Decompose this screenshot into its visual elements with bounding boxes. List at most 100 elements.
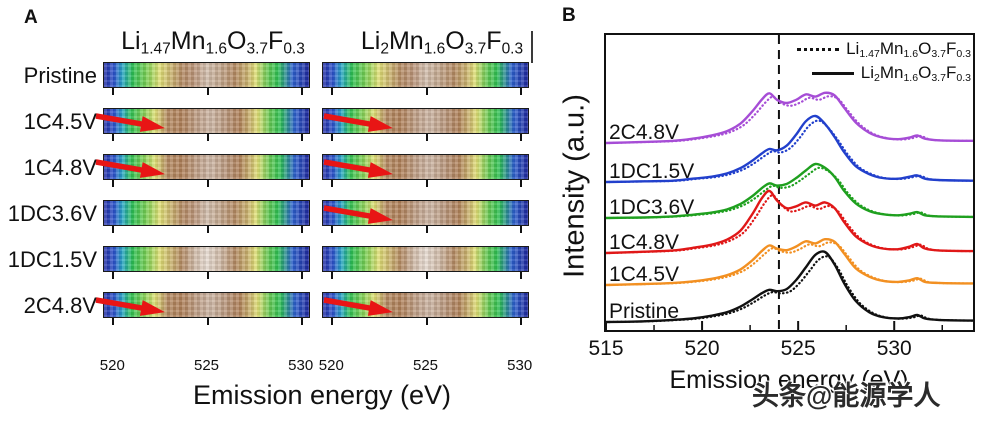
series-label-1dc1.5v: 1DC1.5V [609,160,695,183]
watermark: 头条@能源学人 [752,381,941,411]
strip-axis-tick [425,226,428,233]
legend-label-li147: Li1.47Mn1.6O3.7F0.3 [846,39,971,60]
formula-subscript: 1.6 [205,40,228,58]
heatmap-strip-left-pristine [103,62,310,95]
strip-axis-tick [300,134,303,141]
strip-axis-tick [206,134,209,141]
curve-solid-1dc1.5v [606,114,973,184]
curve-solid-1dc3.6v [606,162,973,220]
curve-solid-1c4.5v [606,237,973,287]
strip-axis-tick [331,180,334,187]
strip-axis-tick [425,88,428,95]
panel-b-y-axis-label: Intensity (a.u.) [558,94,591,278]
strip-axis-tick [206,272,209,279]
formula-subscript: 0.3 [501,40,524,58]
formula-element: O [227,27,247,55]
dotted-line-sample [797,47,840,51]
strip-axis-tick [300,226,303,233]
row-label-1c4.5v: 1C4.5V [23,109,97,134]
panel-a-label: A [24,7,38,28]
strip-axis-tick [112,272,115,279]
strip-axis-tick [425,134,428,141]
strip-axis-tick [519,318,522,325]
formula-element: Li [121,27,141,55]
strip-axis-tick [112,134,115,141]
strip-axis-tick [206,226,209,233]
heatmap-strip-left-1dc3.6v [103,200,310,233]
curve-solid-pristine [606,250,973,324]
heatmap-strip-right-1dc1.5v [322,246,529,279]
row-label-1dc3.6v: 1DC3.6V [7,201,97,226]
strip-axis-tick [331,226,334,233]
heatmap-strip-right-pristine [322,62,529,95]
heatmap-strip-left-1dc1.5v [103,246,310,279]
strip-axis-tick [425,318,428,325]
panel-b-label: B [562,5,576,26]
formula-subscript: 0.3 [283,40,305,58]
strip-axis-tick [331,88,334,95]
formula-element: F [268,27,284,55]
formula-subscript: 1.6 [423,40,446,58]
legend-entry-li2: Li2Mn1.6O3.7F0.3 [811,63,971,84]
panel-a-x-tick-label: 525 [412,357,439,374]
formula-subscript: 2 [873,71,880,84]
strip-axis-tick [331,318,334,325]
strip-axis-tick [206,318,209,325]
panel-b-x-tick-label: 525 [780,337,816,360]
formula-subscript: 0.3 [956,47,971,60]
red-arrow-icon [95,159,165,178]
strip-axis-tick [425,180,428,187]
column-title-li147: Li1.47Mn1.6O3.7F0.3 [121,27,305,58]
formula-subscript: 3.7 [246,40,269,58]
row-label-1c4.8v: 1C4.8V [23,155,97,180]
series-label-1dc3.6v: 1DC3.6V [609,196,695,219]
strip-axis-tick [206,88,209,95]
strip-axis-tick [519,180,522,187]
strip-axis-tick [519,88,522,95]
formula-element: Li [860,63,874,82]
strip-axis-tick [112,226,115,233]
solid-line-sample [811,71,854,75]
column-title-li2: Li2Mn1.6O3.7F0.3 [361,27,523,58]
formula-subscript: 1.6 [903,47,919,60]
formula-element: Mn [388,27,424,55]
formula-element: Mn [170,27,206,55]
series-label-1c4.8v: 1C4.8V [609,231,680,254]
panel-a-x-tick-label: 520 [99,357,125,374]
strip-axis-tick [331,272,334,279]
red-arrow-icon [95,113,165,132]
curve-solid-1c4.8v [606,189,973,255]
strip-axis-tick [519,134,522,141]
legend-entry-li147: Li1.47Mn1.6O3.7F0.3 [797,39,971,60]
formula-subscript: 1.6 [903,71,919,84]
text-cursor [531,31,533,63]
red-arrow-icon [323,159,393,178]
strip-axis-tick [112,180,115,187]
red-arrow-icon [323,205,393,224]
formula-element: O [918,63,932,82]
row-label-1dc1.5v: 1DC1.5V [7,247,97,272]
formula-subscript: 3.7 [931,71,946,84]
formula-subscript: 3.7 [464,40,487,58]
spectra-chart [606,35,973,330]
formula-element: O [445,27,465,55]
formula-element: Mn [879,39,904,58]
strip-axis-tick [425,272,428,279]
curve-solid-2c4.8v [606,91,973,145]
panel-a-x-axis-label: Emission energy (eV) [192,380,452,410]
formula-element: F [945,63,957,82]
formula-element: F [945,39,957,58]
strip-axis-tick [300,180,303,187]
formula-subscript: 1.47 [140,40,171,58]
formula-subscript: 3.7 [931,47,946,60]
series-label-pristine: Pristine [609,300,680,323]
strip-axis-tick [300,88,303,95]
red-arrow-icon [323,297,393,316]
panel-b-x-tick-label: 530 [876,337,912,360]
legend-label-li2: Li2Mn1.6O3.7F0.3 [861,63,971,84]
strip-axis-tick [519,226,522,233]
curve-dotted-1c4.8v [608,194,973,255]
formula-subscript: 2 [380,40,389,58]
panel-b-x-tick-label: 515 [588,337,624,360]
